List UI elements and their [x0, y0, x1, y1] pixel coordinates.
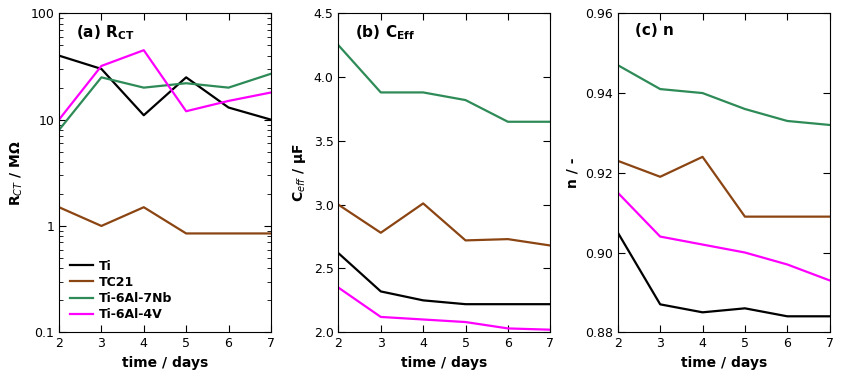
X-axis label: time / days: time / days	[122, 356, 208, 370]
Line: Ti-6Al-4V: Ti-6Al-4V	[59, 50, 271, 120]
Y-axis label: n / -: n / -	[565, 158, 579, 188]
Ti-6Al-4V	[223, 99, 233, 103]
X-axis label: time / days: time / days	[402, 356, 488, 370]
Ti-6Al-7Nb	[181, 81, 191, 85]
Ti-6Al-7Nb	[223, 85, 233, 90]
Text: (a) R$_{\mathbf{CT}}$: (a) R$_{\mathbf{CT}}$	[76, 23, 135, 42]
TC21	[96, 224, 106, 228]
Ti-6Al-7Nb	[96, 75, 106, 80]
Y-axis label: R$_{CT}$ / MΩ: R$_{CT}$ / MΩ	[8, 140, 24, 206]
Ti-6Al-7Nb	[54, 128, 64, 132]
Ti	[139, 113, 149, 118]
Text: (c) n: (c) n	[635, 23, 674, 38]
Ti-6Al-7Nb	[266, 71, 276, 76]
Line: Ti: Ti	[59, 56, 271, 120]
Line: TC21: TC21	[59, 207, 271, 234]
Legend: Ti, TC21, Ti-6Al-7Nb, Ti-6Al-4V: Ti, TC21, Ti-6Al-7Nb, Ti-6Al-4V	[66, 255, 178, 326]
Ti	[223, 105, 233, 110]
Ti-6Al-7Nb	[139, 85, 149, 90]
Text: (b) C$_{\mathbf{Eff}}$: (b) C$_{\mathbf{Eff}}$	[355, 23, 416, 42]
TC21	[181, 231, 191, 236]
Ti	[96, 67, 106, 71]
Ti	[54, 53, 64, 58]
Ti	[266, 118, 276, 122]
Line: Ti-6Al-7Nb: Ti-6Al-7Nb	[59, 74, 271, 130]
TC21	[266, 231, 276, 236]
Ti-6Al-4V	[54, 118, 64, 122]
Ti-6Al-4V	[139, 48, 149, 53]
TC21	[139, 205, 149, 209]
Ti-6Al-4V	[96, 64, 106, 68]
Ti-6Al-4V	[266, 90, 276, 95]
Y-axis label: C$_{eff}$ / μF: C$_{eff}$ / μF	[291, 143, 308, 202]
X-axis label: time / days: time / days	[680, 356, 767, 370]
TC21	[54, 205, 64, 209]
Ti-6Al-4V	[181, 109, 191, 113]
Ti	[181, 75, 191, 80]
TC21	[223, 231, 233, 236]
